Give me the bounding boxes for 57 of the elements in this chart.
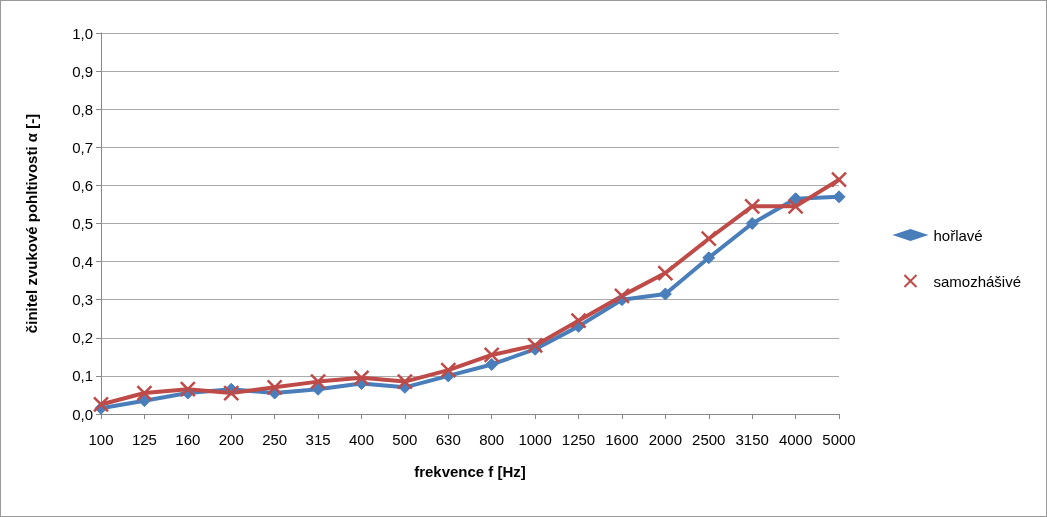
x-tick-label: 630 [435,431,461,448]
point [745,217,759,230]
y-tick-label: 0,5 [72,215,93,232]
point [396,373,414,390]
y-tick-label: 0,8 [72,100,93,118]
point [309,373,327,390]
x-tick-label: 315 [305,431,331,448]
point [657,264,674,282]
x-tick-label: 200 [218,431,244,448]
point [570,312,587,329]
x-tick-label: 125 [131,431,157,448]
x-tick-label: 1250 [561,431,596,448]
x-tick-label: 800 [479,431,505,448]
point [830,171,848,188]
x-tick-label: 400 [348,431,374,448]
point [702,251,716,265]
y-tick-label: 0,9 [72,62,93,80]
y-tick-label: 0,7 [72,138,93,156]
x-tick-label: 1600 [605,431,639,448]
y-axis-title: činitel zvukové pohltivosti α [-] [23,113,40,334]
point [311,382,325,396]
x-tick-label: 5000 [822,431,856,448]
y-tick-label: 0,3 [72,291,93,309]
x-tick-label: 1000 [518,431,552,448]
y-tick-label: 0,4 [72,253,93,271]
y-tick-label: 0,6 [72,176,93,194]
y-tick-label: 0,1 [72,367,93,385]
point [483,346,500,364]
point [353,369,370,387]
x-tick-label: 250 [262,431,288,448]
point [136,384,153,402]
x-tick-label: 160 [175,431,201,448]
point [526,337,544,354]
point [743,198,761,215]
point [658,287,672,301]
legend-label: hořlavé [933,226,983,244]
y-tick-label: 0,0 [72,405,93,423]
y-tick-label: 1,0 [72,24,93,42]
point [700,230,718,247]
legend-label: samozhášivé [933,272,1022,290]
x-tick-label: 100 [88,431,114,448]
x-tick-label: 500 [392,431,418,448]
point [832,190,846,204]
point [440,361,457,379]
x-tick-label: 4000 [778,431,813,448]
point [179,380,197,398]
point [222,384,240,402]
point [266,379,283,396]
point [92,396,110,413]
y-tick-label: 0,2 [72,329,93,347]
x-tick-label: 2500 [692,431,726,448]
x-tick-label: 3150 [735,431,769,448]
point [787,198,804,215]
point [613,287,631,305]
x-tick-label: 2000 [648,431,683,448]
x-axis-title: frekvence f [Hz] [414,463,526,480]
point [485,357,499,371]
